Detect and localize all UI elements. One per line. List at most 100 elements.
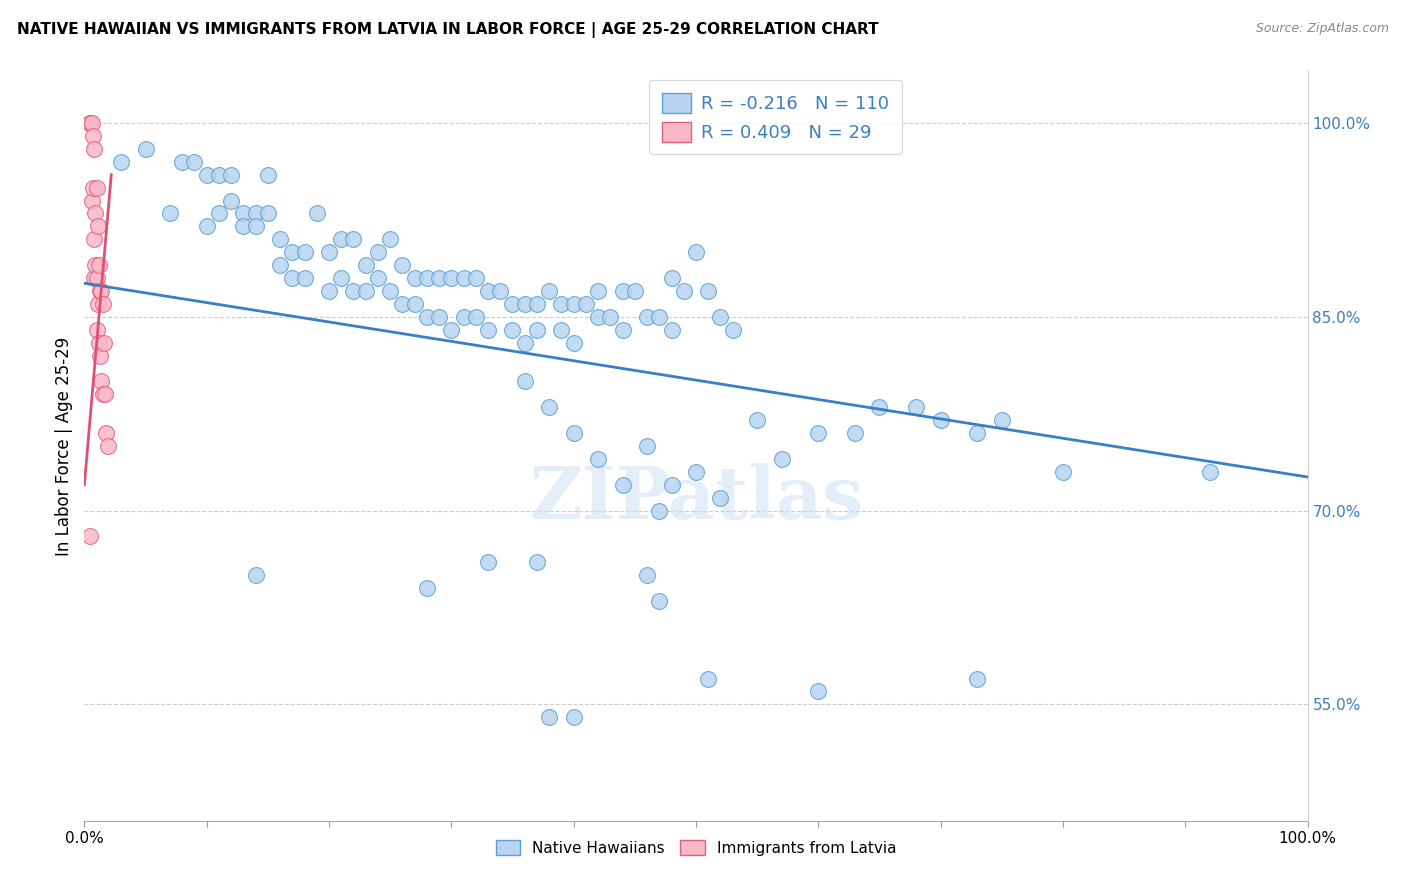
Point <box>672 284 695 298</box>
Point <box>97 439 120 453</box>
Point <box>427 310 450 324</box>
Point <box>79 116 101 130</box>
Point <box>697 672 720 686</box>
Point <box>807 426 830 441</box>
Point <box>477 284 499 298</box>
Point <box>367 271 389 285</box>
Point <box>526 323 548 337</box>
Point <box>966 426 988 441</box>
Point <box>586 451 609 466</box>
Point <box>513 335 536 350</box>
Point <box>440 323 463 337</box>
Point <box>648 594 671 608</box>
Point <box>245 568 267 582</box>
Point <box>991 413 1014 427</box>
Point <box>84 258 107 272</box>
Point <box>538 710 561 724</box>
Point <box>90 284 112 298</box>
Point <box>905 401 928 415</box>
Text: NATIVE HAWAIIAN VS IMMIGRANTS FROM LATVIA IN LABOR FORCE | AGE 25-29 CORRELATION: NATIVE HAWAIIAN VS IMMIGRANTS FROM LATVI… <box>17 22 879 38</box>
Point <box>330 271 353 285</box>
Point <box>257 206 280 220</box>
Point <box>84 206 107 220</box>
Point <box>79 116 101 130</box>
Point <box>83 271 105 285</box>
Point <box>502 297 524 311</box>
Point <box>110 154 132 169</box>
Point <box>80 116 103 130</box>
Point <box>562 426 585 441</box>
Point <box>380 232 402 246</box>
Point <box>391 297 413 311</box>
Point <box>183 154 205 169</box>
Point <box>966 672 988 686</box>
Point <box>330 232 353 246</box>
Point <box>586 310 609 324</box>
Point <box>661 477 683 491</box>
Point <box>89 284 111 298</box>
Point <box>232 206 254 220</box>
Point <box>440 271 463 285</box>
Point <box>208 168 231 182</box>
Point <box>661 323 683 337</box>
Point <box>281 271 304 285</box>
Point <box>612 284 634 298</box>
Point <box>82 128 104 143</box>
Point <box>269 258 291 272</box>
Point <box>219 194 242 208</box>
Point <box>318 245 340 260</box>
Point <box>86 323 108 337</box>
Point <box>562 297 585 311</box>
Point <box>416 271 439 285</box>
Point <box>648 310 671 324</box>
Point <box>87 335 110 350</box>
Point <box>245 206 267 220</box>
Point <box>709 491 731 505</box>
Point <box>172 154 194 169</box>
Point <box>538 401 561 415</box>
Point <box>513 297 536 311</box>
Point <box>342 232 364 246</box>
Point <box>354 258 377 272</box>
Point <box>747 413 769 427</box>
Text: Source: ZipAtlas.com: Source: ZipAtlas.com <box>1256 22 1389 36</box>
Point <box>86 271 108 285</box>
Point <box>96 426 118 441</box>
Point <box>208 206 231 220</box>
Legend: Native Hawaiians, Immigrants from Latvia: Native Hawaiians, Immigrants from Latvia <box>489 834 903 862</box>
Point <box>685 245 707 260</box>
Point <box>550 297 572 311</box>
Point <box>195 219 218 234</box>
Point <box>404 297 426 311</box>
Text: ZIPatlas: ZIPatlas <box>529 463 863 534</box>
Point <box>807 684 830 698</box>
Point <box>159 206 181 220</box>
Point <box>305 206 328 220</box>
Point <box>91 387 114 401</box>
Point <box>86 180 108 194</box>
Point <box>477 323 499 337</box>
Point <box>294 245 316 260</box>
Point <box>586 284 609 298</box>
Point <box>453 310 475 324</box>
Point <box>526 555 548 569</box>
Point <box>195 168 218 182</box>
Point <box>513 375 536 389</box>
Point <box>636 310 658 324</box>
Point <box>697 284 720 298</box>
Point <box>929 413 952 427</box>
Point <box>80 194 103 208</box>
Point <box>91 297 114 311</box>
Point <box>550 323 572 337</box>
Point <box>294 271 316 285</box>
Point <box>342 284 364 298</box>
Point <box>404 271 426 285</box>
Point <box>367 245 389 260</box>
Point <box>269 232 291 246</box>
Point <box>721 323 744 337</box>
Point <box>575 297 598 311</box>
Point <box>427 271 450 285</box>
Point <box>636 439 658 453</box>
Point <box>94 387 117 401</box>
Point <box>453 271 475 285</box>
